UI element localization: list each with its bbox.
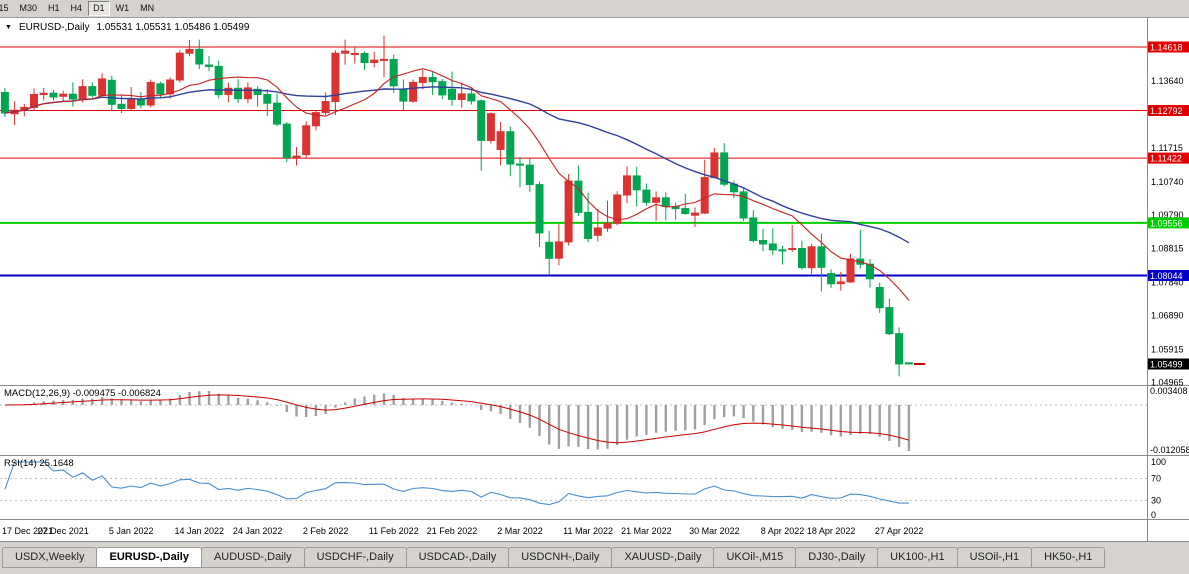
chart-tab-usdcad-daily[interactable]: USDCAD-,Daily bbox=[405, 547, 510, 568]
svg-text:100: 100 bbox=[1151, 457, 1166, 467]
svg-text:1.12792: 1.12792 bbox=[1150, 106, 1183, 116]
svg-text:17 Dec 2021: 17 Dec 2021 bbox=[2, 526, 53, 536]
svg-text:2 Mar 2022: 2 Mar 2022 bbox=[497, 526, 543, 536]
chart-tab-usdchf-daily[interactable]: USDCHF-,Daily bbox=[303, 547, 407, 568]
svg-text:30: 30 bbox=[1151, 496, 1161, 506]
svg-text:1.13640: 1.13640 bbox=[1151, 76, 1184, 86]
chart-symbol-label: EURUSD-,Daily bbox=[18, 22, 90, 33]
chart-tab-dj30-daily[interactable]: DJ30-,Daily bbox=[795, 547, 879, 568]
svg-text:1.09556: 1.09556 bbox=[1150, 218, 1183, 228]
svg-text:1.10740: 1.10740 bbox=[1151, 177, 1184, 187]
svg-text:5 Jan 2022: 5 Jan 2022 bbox=[109, 526, 154, 536]
macd-signal-line bbox=[4, 394, 910, 444]
svg-text:1.09790: 1.09790 bbox=[1151, 210, 1184, 220]
rsi-indicator-label: RSI(14) 25.1648 bbox=[4, 458, 74, 469]
rsi-pane bbox=[0, 461, 1147, 506]
chart-tabbar: USDX,Weekly EURUSD-,Daily AUDUSD-,Daily USD… bbox=[0, 542, 1189, 574]
price-chart[interactable]: 1.13640 1.11715 1.10740 1.09790 1.08815 1.078… bbox=[0, 18, 1189, 542]
level-price-flag bbox=[1148, 270, 1189, 281]
current-price-flag bbox=[1148, 358, 1189, 370]
level-price-flag bbox=[1148, 217, 1189, 229]
level-price-flag bbox=[1148, 105, 1189, 116]
svg-text:8 Apr 2022: 8 Apr 2022 bbox=[761, 526, 805, 536]
timeframe-button-h1[interactable]: H1 bbox=[43, 1, 65, 16]
svg-text:18 Apr 2022: 18 Apr 2022 bbox=[807, 526, 856, 536]
svg-text:1.11422: 1.11422 bbox=[1150, 154, 1182, 164]
ma-slow-line bbox=[4, 86, 910, 244]
horizontal-level-lines[interactable] bbox=[0, 46, 1147, 277]
svg-text:1.07840: 1.07840 bbox=[1151, 278, 1184, 288]
level-price-flag bbox=[1148, 41, 1189, 53]
svg-text:-0.012058: -0.012058 bbox=[1150, 445, 1189, 455]
ma-fast-line bbox=[4, 68, 910, 301]
chart-tab-hk50-h1[interactable]: HK50-,H1 bbox=[1031, 547, 1106, 568]
timeframe-button-m30[interactable]: M30 bbox=[14, 1, 43, 16]
candles-layer bbox=[0, 35, 913, 377]
macd-pane bbox=[0, 391, 1147, 451]
macd-indicator-label: MACD(12,26,9) -0.009475 -0.006824 bbox=[4, 388, 161, 399]
timeframe-button-m15[interactable]: M15 bbox=[0, 1, 14, 16]
price-axis[interactable]: 1.13640 1.11715 1.10740 1.09790 1.08815 1.078… bbox=[1147, 18, 1189, 541]
chart-tab-uk100-h1[interactable]: UK100-,H1 bbox=[877, 547, 958, 568]
svg-text:0: 0 bbox=[1151, 510, 1156, 520]
chart-window[interactable]: 1.13640 1.11715 1.10740 1.09790 1.08815 1.078… bbox=[0, 18, 1189, 542]
svg-text:21 Feb 2022: 21 Feb 2022 bbox=[427, 526, 478, 536]
chart-collapse-arrow-icon[interactable]: ▼ bbox=[5, 23, 12, 31]
svg-text:1.11715: 1.11715 bbox=[1151, 143, 1183, 153]
chart-tab-usoil-h1[interactable]: USOil-,H1 bbox=[956, 547, 1033, 568]
svg-text:1.04965: 1.04965 bbox=[1151, 378, 1184, 388]
svg-text:14 Jan 2022: 14 Jan 2022 bbox=[175, 526, 225, 536]
svg-text:11 Mar 2022: 11 Mar 2022 bbox=[563, 526, 613, 536]
level-price-flag bbox=[1148, 152, 1189, 164]
svg-text:1.06890: 1.06890 bbox=[1151, 311, 1184, 321]
chart-tab-ukoil-m15[interactable]: UKOil-,M15 bbox=[713, 547, 797, 568]
svg-text:2 Feb 2022: 2 Feb 2022 bbox=[303, 526, 349, 536]
chart-tab-xauusd-daily[interactable]: XAUUSD-,Daily bbox=[611, 547, 715, 568]
chart-ohlc-values: 1.05531 1.05531 1.05486 1.05499 bbox=[96, 22, 250, 33]
svg-text:27 Apr 2022: 27 Apr 2022 bbox=[875, 526, 924, 536]
timeframe-button-h4[interactable]: H4 bbox=[65, 1, 88, 16]
timeframe-button-d1[interactable]: D1 bbox=[88, 1, 110, 16]
svg-text:70: 70 bbox=[1151, 474, 1161, 484]
svg-text:30 Mar 2022: 30 Mar 2022 bbox=[689, 526, 740, 536]
chart-tab-audusd-daily[interactable]: AUDUSD-,Daily bbox=[200, 547, 305, 568]
chart-title: ▼ EURUSD-,Daily 1.05531 1.05531 1.05486 … bbox=[5, 22, 249, 33]
svg-text:1.08815: 1.08815 bbox=[1151, 244, 1184, 254]
svg-text:1.05499: 1.05499 bbox=[1150, 360, 1183, 370]
timeframe-button-w1[interactable]: W1 bbox=[110, 1, 135, 16]
moving-average-lines bbox=[4, 68, 910, 301]
svg-text:1.05915: 1.05915 bbox=[1151, 345, 1184, 355]
chart-background bbox=[0, 18, 1189, 542]
svg-text:27 Dec 2021: 27 Dec 2021 bbox=[38, 526, 89, 536]
svg-text:1.14618: 1.14618 bbox=[1150, 43, 1183, 53]
chart-tab-usdcnh-daily[interactable]: USDCNH-,Daily bbox=[508, 547, 613, 568]
svg-text:0.003408: 0.003408 bbox=[1150, 386, 1188, 396]
svg-text:21 Mar 2022: 21 Mar 2022 bbox=[621, 526, 672, 536]
chart-tab-eurusd-daily[interactable]: EURUSD-,Daily bbox=[96, 547, 202, 568]
timeframe-button-mn[interactable]: MN bbox=[135, 1, 160, 16]
chart-tab-usdx-weekly[interactable]: USDX,Weekly bbox=[2, 547, 98, 568]
svg-text:24 Jan 2022: 24 Jan 2022 bbox=[233, 526, 283, 536]
rsi-line bbox=[4, 461, 909, 506]
timeframe-toolbar: M15M30H1H4D1W1MN bbox=[0, 0, 1189, 18]
svg-text:1.08044: 1.08044 bbox=[1150, 271, 1183, 281]
svg-text:11 Feb 2022: 11 Feb 2022 bbox=[369, 526, 419, 536]
